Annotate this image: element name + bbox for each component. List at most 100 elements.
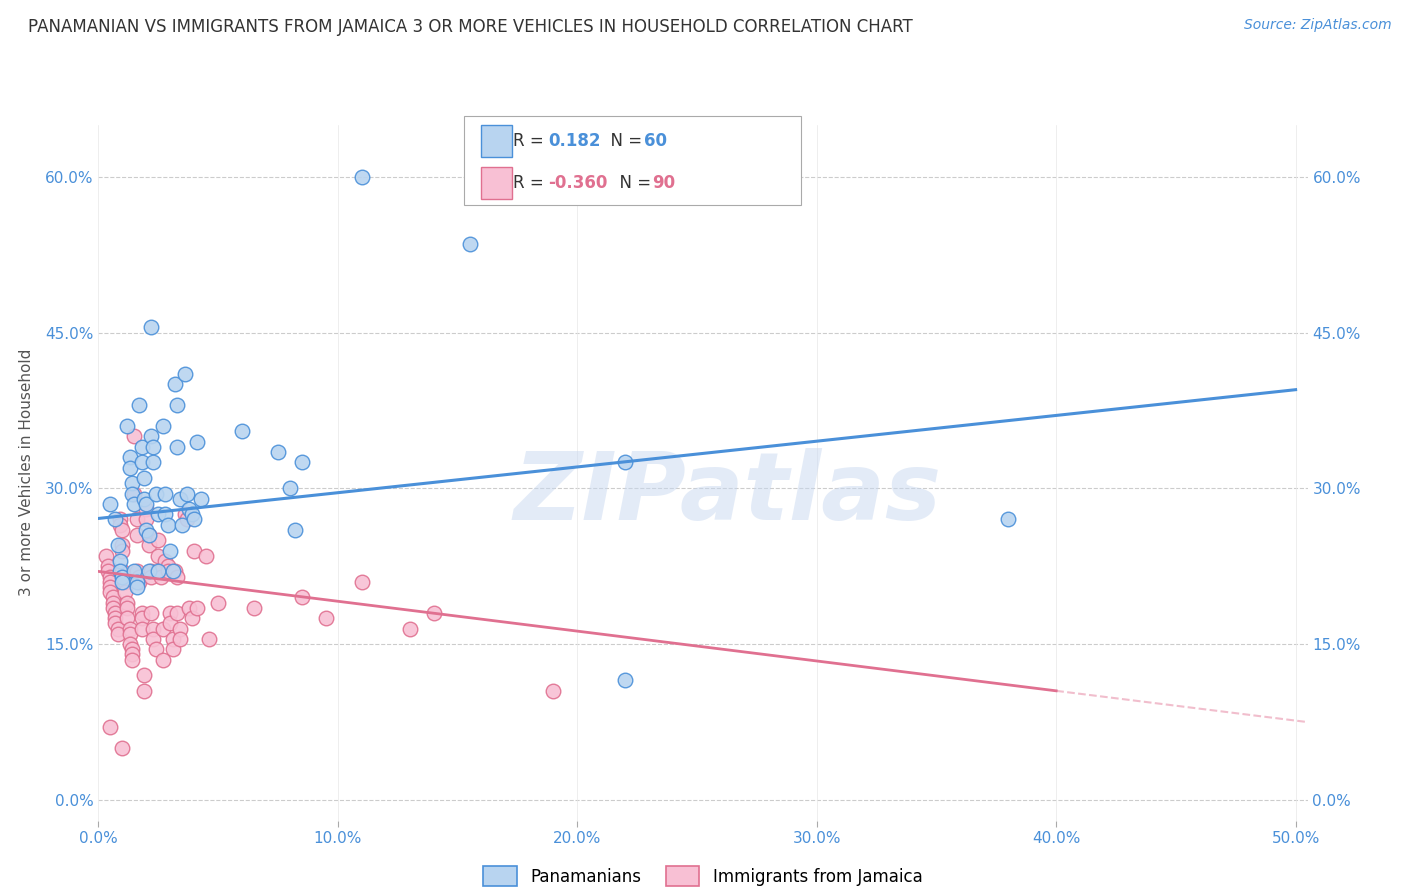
Point: [108, 565, 131, 579]
Point: [131, 622, 153, 636]
Point: [162, 642, 184, 657]
Text: Source: ZipAtlas.com: Source: ZipAtlas.com: [1244, 18, 1392, 32]
Text: PANAMANIAN VS IMMIGRANTS FROM JAMAICA 3 OR MORE VEHICLES IN HOUSEHOLD CORRELATIO: PANAMANIAN VS IMMIGRANTS FROM JAMAICA 3 …: [28, 18, 912, 36]
Point: [97, 565, 120, 579]
Point: [162, 632, 184, 646]
Point: [111, 569, 134, 583]
Point: [138, 528, 160, 542]
Point: [121, 486, 143, 500]
Point: [128, 569, 150, 583]
Point: [108, 554, 131, 568]
Point: [125, 565, 148, 579]
Point: [114, 585, 136, 599]
Point: [148, 565, 170, 579]
Point: [107, 622, 129, 636]
Point: [159, 606, 181, 620]
Text: N =: N =: [600, 132, 648, 150]
Point: [139, 320, 162, 334]
Point: [131, 440, 153, 454]
Point: [156, 559, 179, 574]
Point: [121, 648, 143, 662]
Point: [124, 565, 146, 579]
Point: [543, 683, 565, 698]
Point: [207, 596, 229, 610]
Point: [104, 512, 127, 526]
Point: [186, 600, 208, 615]
Point: [166, 606, 188, 620]
Point: [104, 611, 127, 625]
Point: [118, 637, 141, 651]
Point: [138, 528, 160, 542]
Text: 90: 90: [652, 174, 675, 192]
Point: [121, 653, 143, 667]
Point: [104, 606, 127, 620]
Point: [350, 574, 373, 589]
Point: [155, 554, 177, 568]
Point: [267, 445, 290, 459]
Point: [107, 626, 129, 640]
Text: ZIPatlas: ZIPatlas: [513, 448, 941, 540]
Point: [155, 508, 177, 522]
Point: [115, 596, 138, 610]
Point: [132, 491, 155, 506]
Point: [94, 549, 117, 563]
Point: [176, 486, 198, 500]
Text: 60: 60: [644, 132, 666, 150]
Point: [131, 455, 153, 469]
Point: [101, 591, 124, 605]
Point: [100, 580, 122, 594]
Text: 0.182: 0.182: [548, 132, 600, 150]
Point: [159, 616, 181, 631]
Point: [121, 476, 143, 491]
Text: N =: N =: [609, 174, 657, 192]
Point: [152, 653, 174, 667]
Point: [162, 565, 184, 579]
Point: [145, 486, 167, 500]
Point: [124, 497, 146, 511]
Point: [132, 683, 155, 698]
Text: R =: R =: [513, 174, 550, 192]
Point: [180, 508, 202, 522]
Point: [108, 517, 131, 532]
Point: [148, 508, 170, 522]
Point: [152, 622, 174, 636]
Point: [997, 512, 1019, 526]
Point: [315, 611, 337, 625]
Text: R =: R =: [513, 132, 550, 150]
Point: [243, 600, 266, 615]
Point: [118, 460, 141, 475]
Point: [458, 237, 481, 252]
Point: [125, 512, 148, 526]
Point: [163, 565, 186, 579]
Point: [179, 600, 201, 615]
Point: [111, 574, 134, 589]
Point: [291, 455, 314, 469]
Point: [138, 565, 160, 579]
Point: [350, 169, 373, 184]
Point: [179, 502, 201, 516]
Point: [139, 429, 162, 443]
Point: [614, 673, 637, 688]
Point: [284, 523, 307, 537]
Point: [115, 600, 138, 615]
Point: [138, 538, 160, 552]
Point: [278, 481, 301, 495]
Point: [169, 622, 191, 636]
Point: [111, 523, 134, 537]
Point: [108, 512, 131, 526]
Y-axis label: 3 or more Vehicles in Household: 3 or more Vehicles in Household: [18, 349, 34, 597]
Point: [121, 642, 143, 657]
Point: [132, 471, 155, 485]
Point: [139, 569, 162, 583]
Point: [114, 569, 136, 583]
Point: [614, 455, 637, 469]
Point: [100, 569, 122, 583]
Point: [135, 497, 157, 511]
Point: [135, 523, 157, 537]
Point: [131, 606, 153, 620]
Point: [156, 517, 179, 532]
Point: [166, 569, 188, 583]
Point: [142, 440, 165, 454]
Point: [291, 591, 314, 605]
Point: [163, 377, 186, 392]
